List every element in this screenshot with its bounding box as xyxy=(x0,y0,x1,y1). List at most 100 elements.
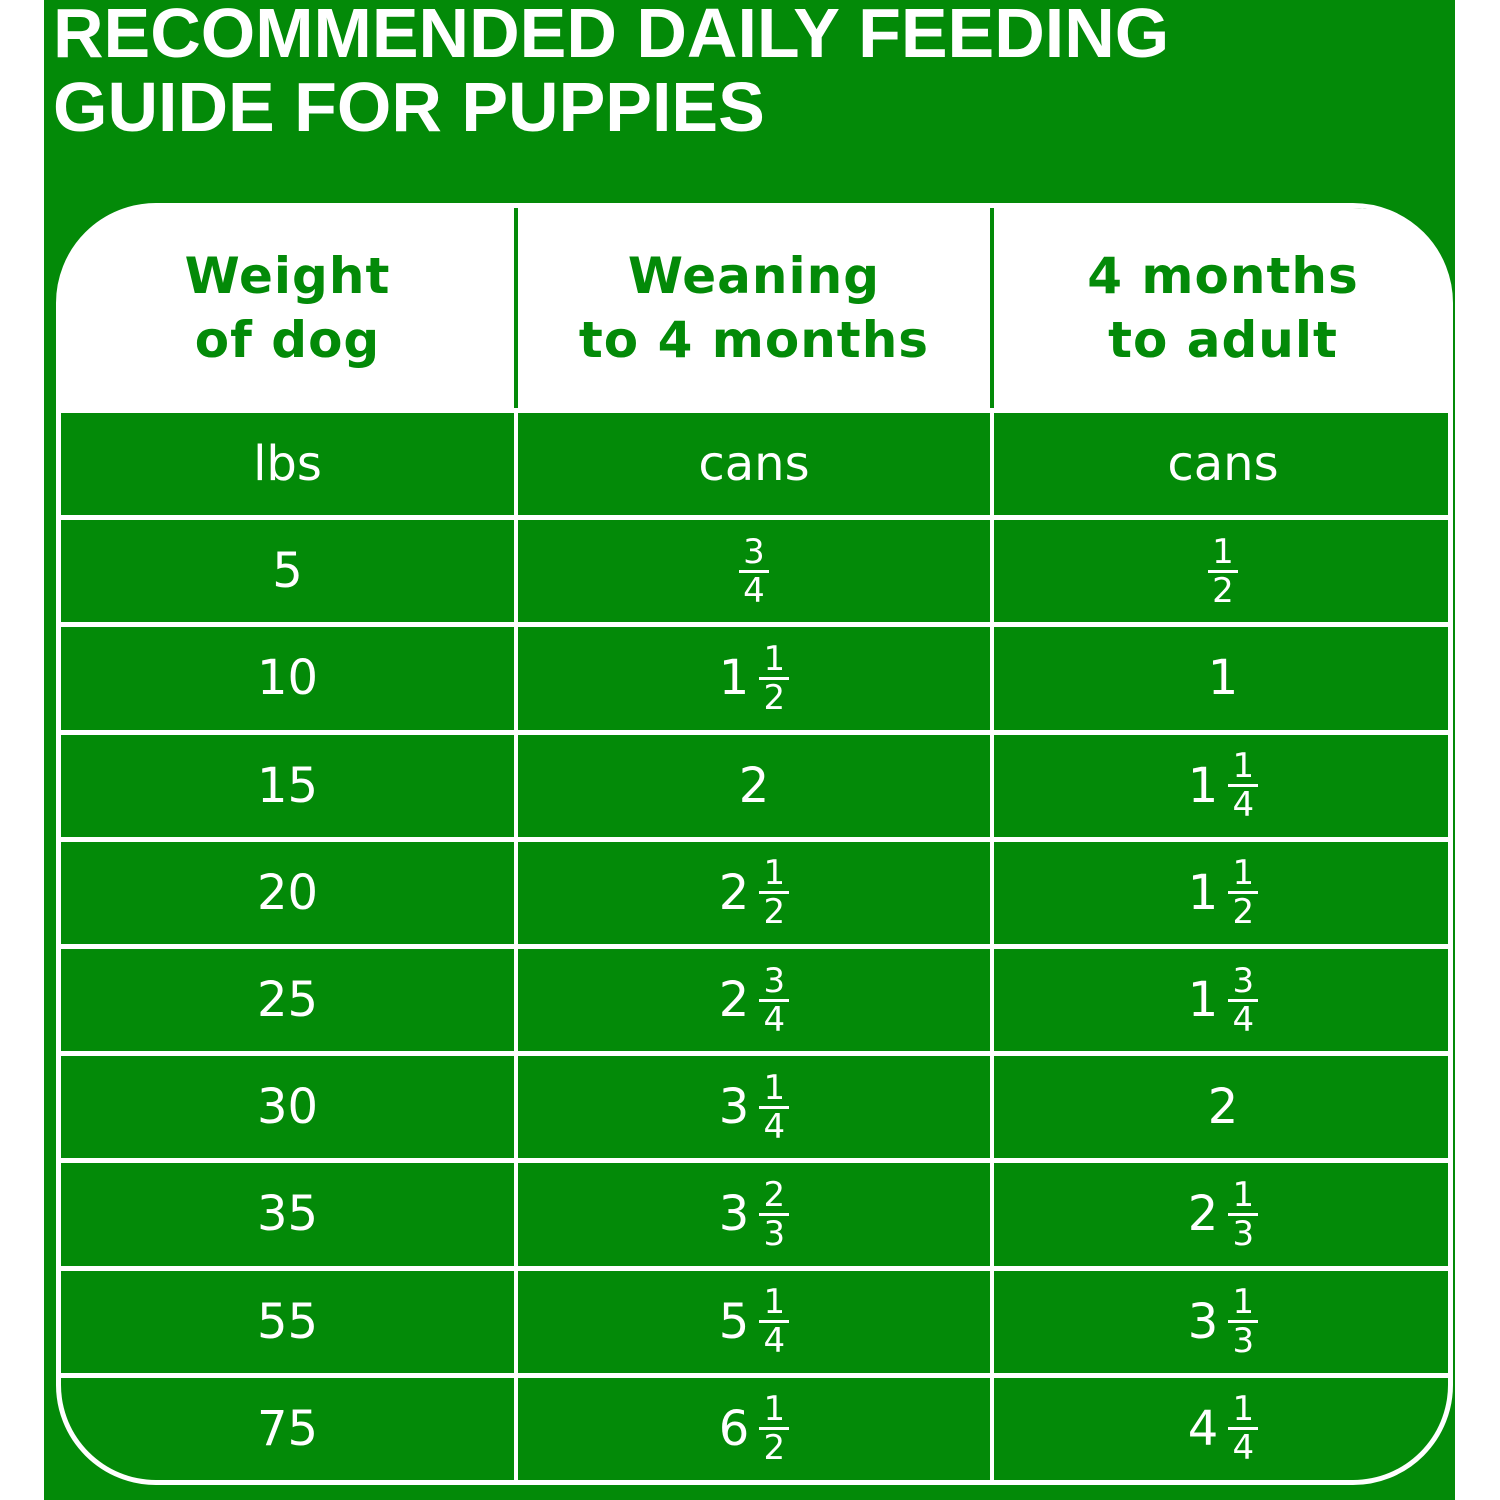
header-line: 4 months xyxy=(1087,247,1359,305)
header-line: Weaning xyxy=(627,247,881,305)
weight-cell: 15 xyxy=(61,734,514,837)
denominator: 4 xyxy=(763,1321,786,1362)
header-text: Weaning to 4 months xyxy=(579,244,929,372)
denominator: 2 xyxy=(1212,570,1234,611)
title-line: GUIDE FOR PUPPIES xyxy=(53,68,765,146)
fraction-bar xyxy=(759,1212,790,1216)
numerator: 1 xyxy=(1232,1282,1255,1323)
numerator: 1 xyxy=(1232,746,1255,787)
whole-number: 5 xyxy=(718,1293,750,1350)
fraction-bar xyxy=(739,569,769,573)
whole-number: 1 xyxy=(1187,757,1219,814)
weight-cell: 20 xyxy=(61,841,514,944)
denominator: 4 xyxy=(763,999,786,1040)
fraction-bar xyxy=(1228,1212,1259,1216)
header-line: to adult xyxy=(1108,311,1338,369)
numerator: 1 xyxy=(763,1282,786,1323)
fraction-bar xyxy=(1228,1320,1259,1324)
fraction-bar xyxy=(1228,998,1259,1002)
header-weight: Weight of dog xyxy=(61,208,514,408)
fraction-bar xyxy=(759,1320,790,1324)
fraction-bar xyxy=(1208,569,1238,573)
whole-number: 1 xyxy=(1207,650,1239,707)
header-weaning: Weaning to 4 months xyxy=(518,208,990,408)
header-line: Weight xyxy=(184,247,391,305)
whole-number: 2 xyxy=(738,757,770,814)
numerator: 1 xyxy=(1232,1389,1255,1430)
whole-number: 6 xyxy=(718,1400,750,1457)
weight-cell: 55 xyxy=(61,1270,514,1373)
denominator: 2 xyxy=(1232,892,1255,933)
fraction-bar xyxy=(759,891,790,895)
weight-cell: 5 xyxy=(61,520,514,623)
numerator: 1 xyxy=(1232,853,1255,894)
whole-number: 4 xyxy=(1187,1400,1219,1457)
denominator: 4 xyxy=(1232,785,1255,826)
fraction-bar xyxy=(759,1105,790,1109)
numerator: 1 xyxy=(763,853,786,894)
whole-number: 3 xyxy=(718,1186,750,1243)
fraction-bar xyxy=(1228,891,1259,895)
whole-number: 3 xyxy=(718,1079,750,1136)
numerator: 3 xyxy=(743,531,765,572)
fraction-bar xyxy=(1228,784,1259,788)
header-adult: 4 months to adult xyxy=(994,208,1448,408)
numerator: 3 xyxy=(1232,960,1255,1001)
numerator: 2 xyxy=(763,1174,786,1215)
fraction-bar xyxy=(759,998,790,1002)
denominator: 2 xyxy=(763,892,786,933)
title-line: RECOMMENDED DAILY FEEDING xyxy=(53,0,1170,72)
fraction-bar xyxy=(1228,1427,1259,1431)
fraction-bar xyxy=(759,676,790,680)
denominator: 2 xyxy=(763,1428,786,1469)
unit-cell: lbs xyxy=(61,413,514,516)
numerator: 1 xyxy=(763,1389,786,1430)
numerator: 1 xyxy=(763,638,786,679)
weight-cell: 30 xyxy=(61,1056,514,1159)
weight-cell: 35 xyxy=(61,1163,514,1266)
weight-cell: 10 xyxy=(61,627,514,730)
denominator: 4 xyxy=(1232,1428,1255,1469)
whole-number: 2 xyxy=(1187,1186,1219,1243)
header-text: 4 months to adult xyxy=(1087,244,1359,372)
whole-number: 1 xyxy=(1187,972,1219,1029)
whole-number: 1 xyxy=(1187,864,1219,921)
amount-cell: 2 xyxy=(518,734,990,837)
numerator: 1 xyxy=(1232,1174,1255,1215)
numerator: 1 xyxy=(1212,531,1234,572)
denominator: 3 xyxy=(763,1213,786,1254)
page-title: RECOMMENDED DAILY FEEDING GUIDE FOR PUPP… xyxy=(53,0,1169,144)
weight-cell: 75 xyxy=(61,1377,514,1480)
numerator: 1 xyxy=(763,1067,786,1108)
header-line: to 4 months xyxy=(578,311,930,369)
whole-number: 2 xyxy=(1207,1079,1239,1136)
amount-cell: 2 xyxy=(994,1056,1448,1159)
denominator: 3 xyxy=(1232,1321,1255,1362)
denominator: 4 xyxy=(763,1106,786,1147)
